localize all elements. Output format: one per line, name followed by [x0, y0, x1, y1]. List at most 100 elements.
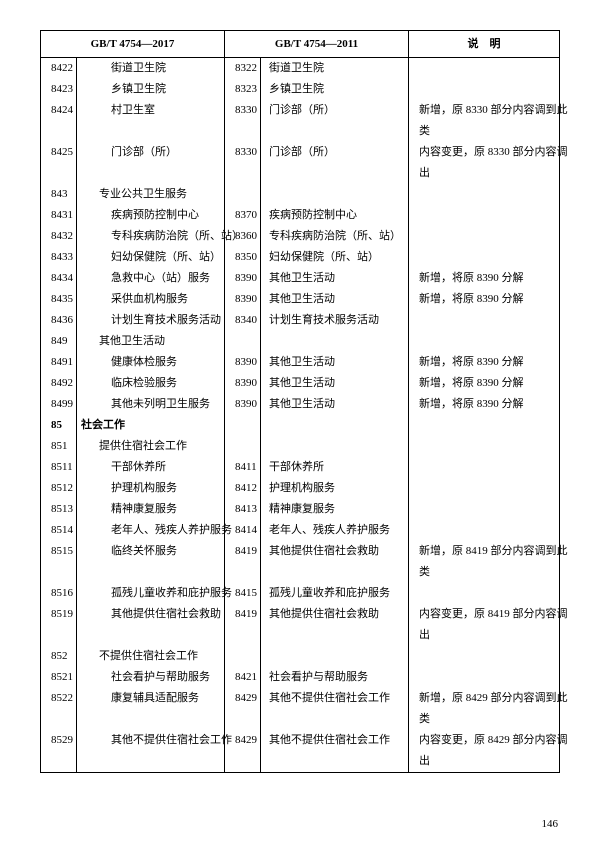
code-2011: 8429 [229, 688, 256, 709]
name-2017: 临终关怀服务 [81, 541, 220, 562]
code-2017: 8433 [45, 247, 72, 268]
code-2017: 85 [45, 415, 72, 436]
name-2011: 其他卫生活动 [265, 352, 404, 373]
name-2011: 其他卫生活动 [265, 373, 404, 394]
code-2011: 8350 [229, 247, 256, 268]
code-2011: 8411 [229, 457, 256, 478]
name-2011: 其他不提供住宿社会工作 [265, 688, 404, 709]
name-2017: 临床检验服务 [81, 373, 220, 394]
code-2017: 8515 [45, 541, 72, 562]
note-text [413, 667, 555, 688]
name-2011: 门诊部（所） [265, 142, 404, 163]
code-2017: 849 [45, 331, 72, 352]
code-2011: 8413 [229, 499, 256, 520]
name-2017: 精神康复服务 [81, 499, 220, 520]
name-2011 [265, 163, 404, 184]
name-2017: 老年人、残疾人养护服务 [81, 520, 220, 541]
name-2017: 护理机构服务 [81, 478, 220, 499]
col-code-2011: 8322832383308330837083608350839083908340… [225, 58, 261, 773]
note-text: 新增，将原 8390 分解 [413, 289, 555, 310]
name-2017: 干部休养所 [81, 457, 220, 478]
name-2011: 社会看护与帮助服务 [265, 667, 404, 688]
note-text [413, 58, 555, 79]
name-2011 [265, 709, 404, 730]
code-2011 [229, 709, 256, 730]
name-2017: 妇幼保健院（所、站） [81, 247, 220, 268]
header-note: 说 明 [409, 31, 560, 58]
name-2011: 老年人、残疾人养护服务 [265, 520, 404, 541]
name-2017: 孤残儿童收养和庇护服务 [81, 583, 220, 604]
code-2011: 8390 [229, 373, 256, 394]
note-text: 新增，将原 8390 分解 [413, 373, 555, 394]
name-2011: 其他卫生活动 [265, 394, 404, 415]
col-code-2017: 8422842384248425843843184328433843484358… [41, 58, 77, 773]
code-2011: 8414 [229, 520, 256, 541]
name-2017: 康复辅具适配服务 [81, 688, 220, 709]
code-2017: 8422 [45, 58, 72, 79]
note-text [413, 583, 555, 604]
note-text [413, 646, 555, 667]
name-2011: 其他不提供住宿社会工作 [265, 730, 404, 751]
page-number: 146 [542, 818, 559, 830]
code-2017: 8514 [45, 520, 72, 541]
note-text [413, 184, 555, 205]
code-2011: 8390 [229, 289, 256, 310]
note-text [413, 331, 555, 352]
table-header-row: GB/T 4754—2017 GB/T 4754—2011 说 明 [41, 31, 560, 58]
code-2017: 8519 [45, 604, 72, 625]
code-2011: 8330 [229, 100, 256, 121]
note-text: 内容变更，原 8429 部分内容调 [413, 730, 555, 751]
name-2011 [265, 436, 404, 457]
note-text: 新增，将原 8390 分解 [413, 268, 555, 289]
code-2011 [229, 331, 256, 352]
code-2017 [45, 751, 72, 772]
code-2011: 8322 [229, 58, 256, 79]
name-2011: 其他提供住宿社会救助 [265, 604, 404, 625]
note-text: 新增，将原 8390 分解 [413, 394, 555, 415]
name-2011 [265, 331, 404, 352]
note-text [413, 415, 555, 436]
code-2017: 852 [45, 646, 72, 667]
code-2017: 851 [45, 436, 72, 457]
name-2017: 其他未列明卫生服务 [81, 394, 220, 415]
code-2011 [229, 121, 256, 142]
note-text [413, 247, 555, 268]
name-2017: 急救中心（站）服务 [81, 268, 220, 289]
code-2011 [229, 751, 256, 772]
note-text [413, 79, 555, 100]
code-2017: 8516 [45, 583, 72, 604]
code-2011 [229, 646, 256, 667]
name-2017: 采供血机构服务 [81, 289, 220, 310]
name-2017: 健康体检服务 [81, 352, 220, 373]
code-2017: 8499 [45, 394, 72, 415]
code-2017: 8521 [45, 667, 72, 688]
name-2017: 社会工作 [81, 415, 220, 436]
code-2011: 8415 [229, 583, 256, 604]
name-2017 [81, 562, 220, 583]
name-2017: 门诊部（所） [81, 142, 220, 163]
name-2017: 其他不提供住宿社会工作 [81, 730, 220, 751]
code-2017: 8432 [45, 226, 72, 247]
code-2017: 8491 [45, 352, 72, 373]
col-name-2017: 街道卫生院乡镇卫生院村卫生室门诊部（所）专业公共卫生服务疾病预防控制中心专科疾病… [77, 58, 225, 773]
name-2017: 其他提供住宿社会救助 [81, 604, 220, 625]
code-2017 [45, 121, 72, 142]
code-2011 [229, 184, 256, 205]
name-2011: 专科疾病防治院（所、站） [265, 226, 404, 247]
name-2011: 其他提供住宿社会救助 [265, 541, 404, 562]
code-2017: 843 [45, 184, 72, 205]
code-2011 [229, 625, 256, 646]
code-2017 [45, 562, 72, 583]
code-2017: 8434 [45, 268, 72, 289]
name-2011: 疾病预防控制中心 [265, 205, 404, 226]
name-2017 [81, 121, 220, 142]
name-2017: 专科疾病防治院（所、站） [81, 226, 220, 247]
name-2017: 村卫生室 [81, 100, 220, 121]
name-2011 [265, 646, 404, 667]
note-text: 类 [413, 121, 555, 142]
code-2017: 8425 [45, 142, 72, 163]
note-text [413, 310, 555, 331]
code-2011 [229, 562, 256, 583]
name-2011: 孤残儿童收养和庇护服务 [265, 583, 404, 604]
name-2011: 其他卫生活动 [265, 268, 404, 289]
